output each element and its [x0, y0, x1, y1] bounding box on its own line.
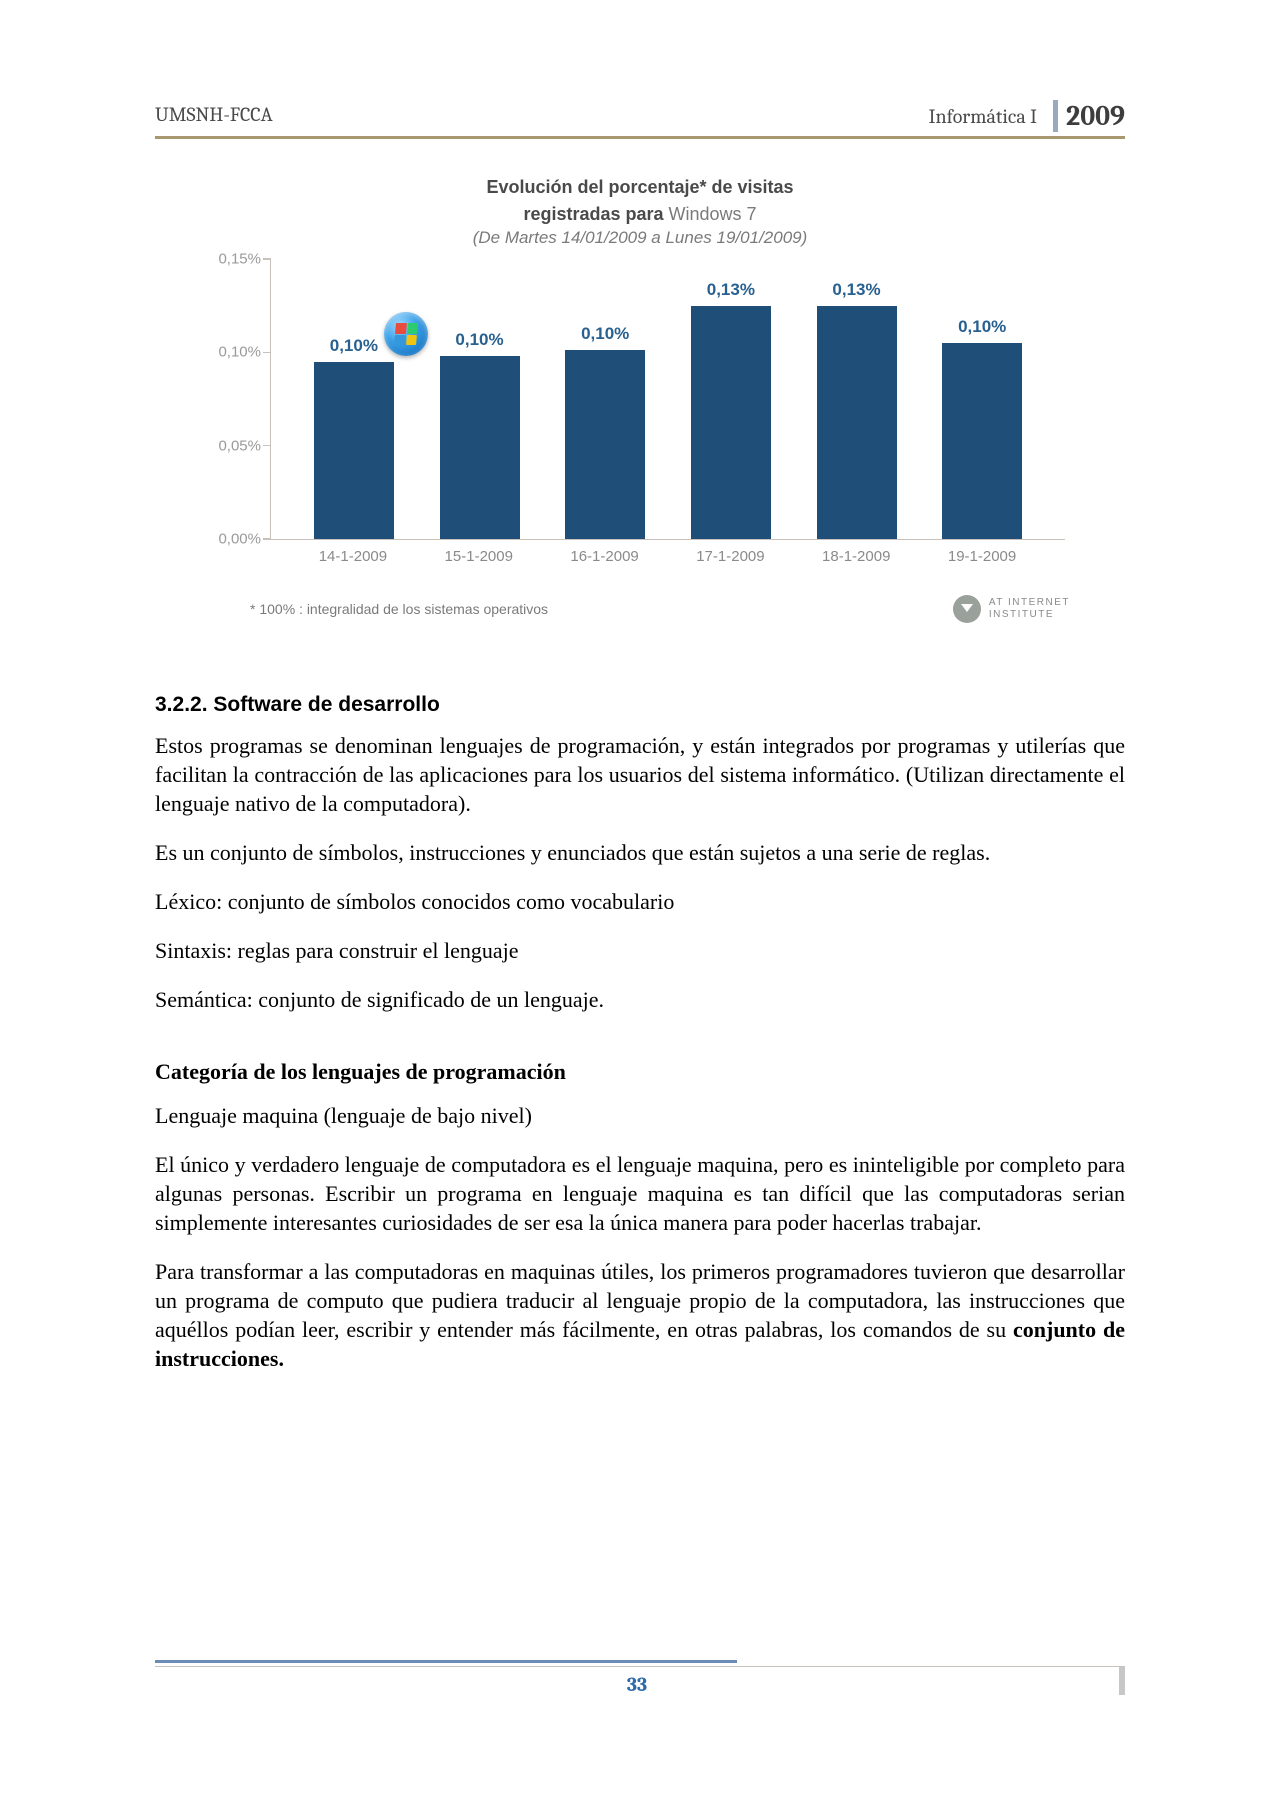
paragraph: Léxico: conjunto de símbolos conocidos c… — [155, 887, 1125, 916]
chart-bar-slot: 0,10% — [291, 336, 417, 539]
x-axis-label: 18-1-2009 — [793, 548, 919, 565]
chart-footer: * 100% : integralidad de los sistemas op… — [205, 595, 1075, 623]
y-axis-tick — [263, 538, 271, 540]
chart-bars-group: 0,10% 0,10% 0,10% 0,13% 0,13% 0,10% — [271, 260, 1065, 539]
chart-bar-value-label: 0,13% — [832, 280, 880, 300]
document-page: UMSNH-FCCA Informática I 2009 Evolución … — [0, 0, 1280, 1811]
footer-accent-rule — [155, 1660, 737, 1663]
paragraph-text: Para transformar a las computadoras en m… — [155, 1259, 1125, 1342]
chart-bar-slot: 0,13% — [794, 280, 920, 539]
header-divider — [1053, 100, 1058, 132]
y-axis-label: 0,00% — [206, 531, 261, 548]
chart-footnote: * 100% : integralidad de los sistemas op… — [250, 601, 548, 617]
x-axis-label: 14-1-2009 — [290, 548, 416, 565]
chart-title-line2-light: Windows 7 — [669, 204, 757, 224]
page-header: UMSNH-FCCA Informática I 2009 — [155, 100, 1125, 139]
page-footer: 33 — [155, 1660, 1125, 1696]
footer-side-mark — [1119, 1667, 1125, 1695]
header-year: 2009 — [1064, 100, 1125, 132]
paragraph: Es un conjunto de símbolos, instruccione… — [155, 838, 1125, 867]
chart-bar-slot: 0,13% — [668, 280, 794, 539]
chart-title: Evolución del porcentaje* de visitas reg… — [205, 174, 1075, 228]
chart-container: Evolución del porcentaje* de visitas reg… — [205, 174, 1075, 623]
chart-bar — [817, 306, 897, 539]
x-axis-label: 16-1-2009 — [542, 548, 668, 565]
chart-plot-area: 0,10%0,10%0,10%0,13%0,13%0,10% 0,00%0,05… — [270, 260, 1065, 540]
chart-x-axis-labels: 14-1-200915-1-200916-1-200917-1-200918-1… — [270, 540, 1065, 565]
chart-bar-value-label: 0,10% — [455, 330, 503, 350]
chart-bar-value-label: 0,10% — [581, 324, 629, 344]
x-axis-label: 19-1-2009 — [919, 548, 1045, 565]
page-number: 33 — [155, 1667, 1119, 1696]
chart-bar-value-label: 0,10% — [958, 317, 1006, 337]
paragraph: Estos programas se denominan lenguajes d… — [155, 731, 1125, 818]
chart-bar-slot: 0,10% — [417, 330, 543, 539]
paragraph: Para transformar a las computadoras en m… — [155, 1257, 1125, 1373]
x-axis-label: 17-1-2009 — [667, 548, 793, 565]
y-axis-tick — [263, 258, 271, 260]
body-content: 3.2.2. Software de desarrollo Estos prog… — [155, 693, 1125, 1373]
footer-row: 33 — [155, 1666, 1125, 1696]
at-internet-icon — [953, 595, 981, 623]
y-axis-tick — [263, 445, 271, 447]
sub-heading: Categoría de los lenguajes de programaci… — [155, 1059, 1125, 1085]
chart-bar-value-label: 0,10% — [330, 336, 378, 356]
chart-subtitle: (De Martes 14/01/2009 a Lunes 19/01/2009… — [205, 228, 1075, 248]
chart-bar — [314, 362, 394, 539]
chart-bar-value-label: 0,13% — [707, 280, 755, 300]
chart-bar — [942, 343, 1022, 539]
header-subject: Informática I — [929, 105, 1047, 128]
attribution-line1: AT INTERNET — [989, 597, 1070, 608]
chart-bar-slot: 0,10% — [542, 324, 668, 539]
paragraph: Semántica: conjunto de significado de un… — [155, 985, 1125, 1014]
y-axis-label: 0,05% — [206, 437, 261, 454]
y-axis-label: 0,15% — [206, 251, 261, 268]
chart-attribution: AT INTERNET INSTITUTE — [953, 595, 1070, 623]
chart-bar — [691, 306, 771, 539]
x-axis-label: 15-1-2009 — [416, 548, 542, 565]
header-institution: UMSNH-FCCA — [155, 103, 273, 132]
section-heading: 3.2.2. Software de desarrollo — [155, 693, 1125, 717]
attribution-line2: INSTITUTE — [989, 609, 1054, 620]
paragraph: Sintaxis: reglas para construir el lengu… — [155, 936, 1125, 965]
paragraph: Lenguaje maquina (lenguaje de bajo nivel… — [155, 1101, 1125, 1130]
chart-title-line1: Evolución del porcentaje* de visitas — [486, 177, 793, 197]
chart-title-line2-bold: registradas para — [523, 204, 668, 224]
y-axis-tick — [263, 352, 271, 354]
paragraph: El único y verdadero lenguaje de computa… — [155, 1150, 1125, 1237]
chart-bar — [565, 350, 645, 539]
y-axis-label: 0,10% — [206, 344, 261, 361]
chart-bar — [440, 356, 520, 539]
at-internet-text: AT INTERNET INSTITUTE — [989, 597, 1070, 621]
header-right-group: Informática I 2009 — [929, 100, 1125, 132]
chart-bar-slot: 0,10% — [919, 317, 1045, 539]
